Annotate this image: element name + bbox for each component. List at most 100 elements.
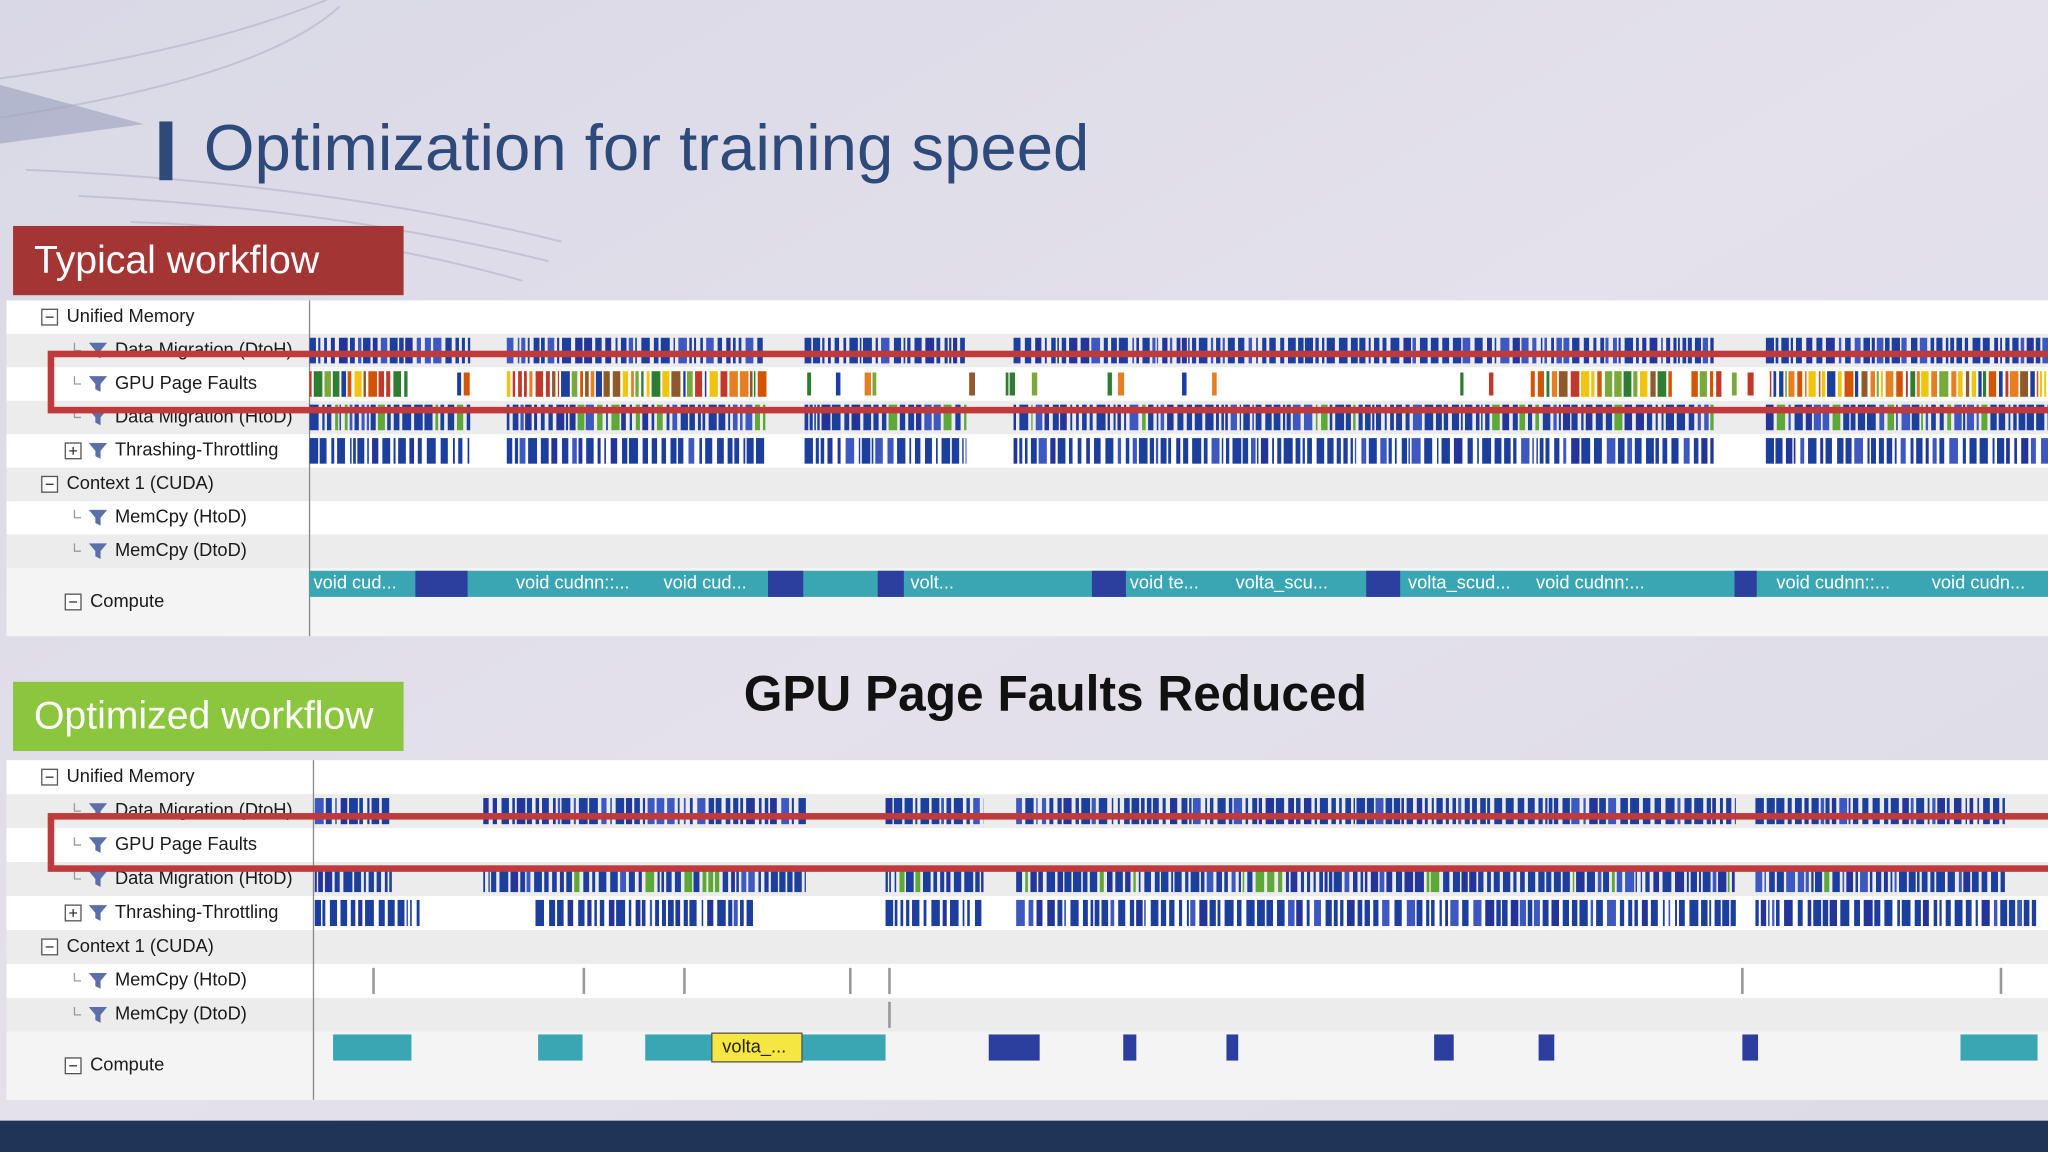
timeline-bar	[1571, 899, 1578, 927]
timeline-bar	[506, 371, 511, 397]
timeline-bar	[1090, 899, 1094, 927]
timeline-bar	[1827, 371, 1836, 397]
timeline-bar	[601, 798, 607, 825]
timeline-bar	[1461, 865, 1468, 893]
timeline-bar	[651, 371, 661, 397]
timeline-bar	[616, 899, 626, 927]
timeline-bar	[1701, 899, 1708, 927]
timeline-bar	[695, 371, 703, 397]
highlight-box	[47, 350, 2048, 414]
timeline-bar	[953, 865, 962, 893]
timeline-bar	[888, 1001, 891, 1028]
timeline-bar	[943, 404, 952, 431]
timeline-bar	[746, 798, 755, 825]
timeline-bar	[1406, 798, 1414, 825]
timeline-bar	[534, 865, 542, 893]
timeline-bar	[1496, 899, 1501, 927]
timeline-bar	[1252, 404, 1254, 431]
timeline-bar	[647, 798, 655, 825]
timeline-bar	[1405, 404, 1410, 431]
timeline-bar	[1869, 865, 1873, 893]
timeline-bar	[974, 899, 982, 927]
timeline-bar	[1876, 337, 1884, 364]
timeline-bar	[1094, 438, 1101, 464]
timeline-bar	[1586, 865, 1596, 893]
timeline-bar	[1144, 865, 1151, 893]
timeline-bar	[1373, 899, 1379, 927]
timeline-bar	[1404, 865, 1414, 893]
timeline-bar	[1842, 865, 1845, 893]
timeline-bar	[1076, 404, 1079, 431]
timeline-bar	[1532, 337, 1537, 364]
timeline-bar	[1313, 865, 1316, 893]
timeline-bar	[410, 899, 412, 927]
timeline-bar	[590, 371, 595, 397]
timeline-bar	[1353, 404, 1356, 431]
timeline-bar	[372, 438, 379, 464]
timeline-bar	[1098, 798, 1108, 825]
timeline-bar	[1867, 438, 1870, 464]
timeline-bar	[1878, 438, 1884, 464]
timeline-bar	[1876, 371, 1879, 397]
timeline-bar	[2044, 371, 2047, 397]
timeline-bar	[1380, 438, 1387, 464]
timeline-bar	[2013, 404, 2017, 431]
timeline-bar	[733, 798, 739, 825]
timeline-bar	[1981, 899, 1990, 927]
timeline-bar	[1825, 337, 1835, 364]
timeline-bar	[1436, 798, 1443, 825]
timeline-bar	[1354, 438, 1357, 464]
timeline-bar	[1641, 899, 1648, 927]
timeline-bar	[1883, 865, 1888, 893]
timeline-bar	[861, 438, 871, 464]
timeline-bar	[915, 865, 921, 893]
timeline-bar	[758, 865, 761, 893]
timeline-bar	[758, 798, 762, 825]
timeline-bar	[1504, 438, 1511, 464]
timeline-bar	[1813, 899, 1822, 927]
timeline-bar	[1890, 865, 1893, 893]
timeline-bar	[1965, 899, 1972, 927]
kernel-label: void cudnn::...	[516, 572, 630, 593]
timeline-bar	[1360, 865, 1364, 893]
timeline-bar	[1880, 371, 1883, 397]
timeline-bar	[635, 899, 641, 927]
timeline-bar	[1538, 865, 1545, 893]
timeline-bar	[1408, 438, 1410, 464]
timeline-bar	[314, 899, 322, 927]
timeline-bar	[519, 438, 526, 464]
timeline-bar	[1401, 798, 1404, 825]
timeline-bar	[341, 371, 347, 397]
timeline-bar	[1117, 438, 1122, 464]
timeline-bar	[634, 798, 640, 825]
timeline-bar	[1553, 865, 1561, 893]
timeline-bar	[1269, 337, 1276, 364]
timeline-bar	[389, 337, 398, 364]
timeline-bar	[657, 865, 660, 893]
timeline-bar	[580, 371, 584, 397]
timeline-bar	[1030, 438, 1037, 464]
timeline-bar	[1662, 438, 1668, 464]
timeline-bar	[739, 371, 749, 397]
timeline-bar	[940, 865, 945, 893]
timeline-bar	[440, 438, 448, 464]
timeline-bar	[649, 899, 653, 927]
timeline-bar	[387, 899, 395, 927]
timeline-bar	[1972, 337, 1981, 364]
timeline-bar	[1275, 798, 1285, 825]
timeline-bar	[1081, 798, 1091, 825]
timeline-bar	[1843, 404, 1850, 431]
timeline-bar	[1390, 404, 1394, 431]
timeline-bar	[1661, 337, 1663, 364]
timeline-bar	[1620, 798, 1628, 825]
timeline-bar	[821, 404, 831, 431]
timeline-bar	[912, 899, 920, 927]
timeline-bar	[1013, 438, 1018, 464]
timeline-bar	[557, 899, 564, 927]
timeline-bar	[1718, 865, 1727, 893]
timeline-bar	[620, 865, 627, 893]
timeline-bar	[1755, 798, 1764, 825]
timeline-bar	[1124, 404, 1127, 431]
timeline-bar	[909, 438, 912, 464]
timeline-bar	[611, 404, 620, 431]
